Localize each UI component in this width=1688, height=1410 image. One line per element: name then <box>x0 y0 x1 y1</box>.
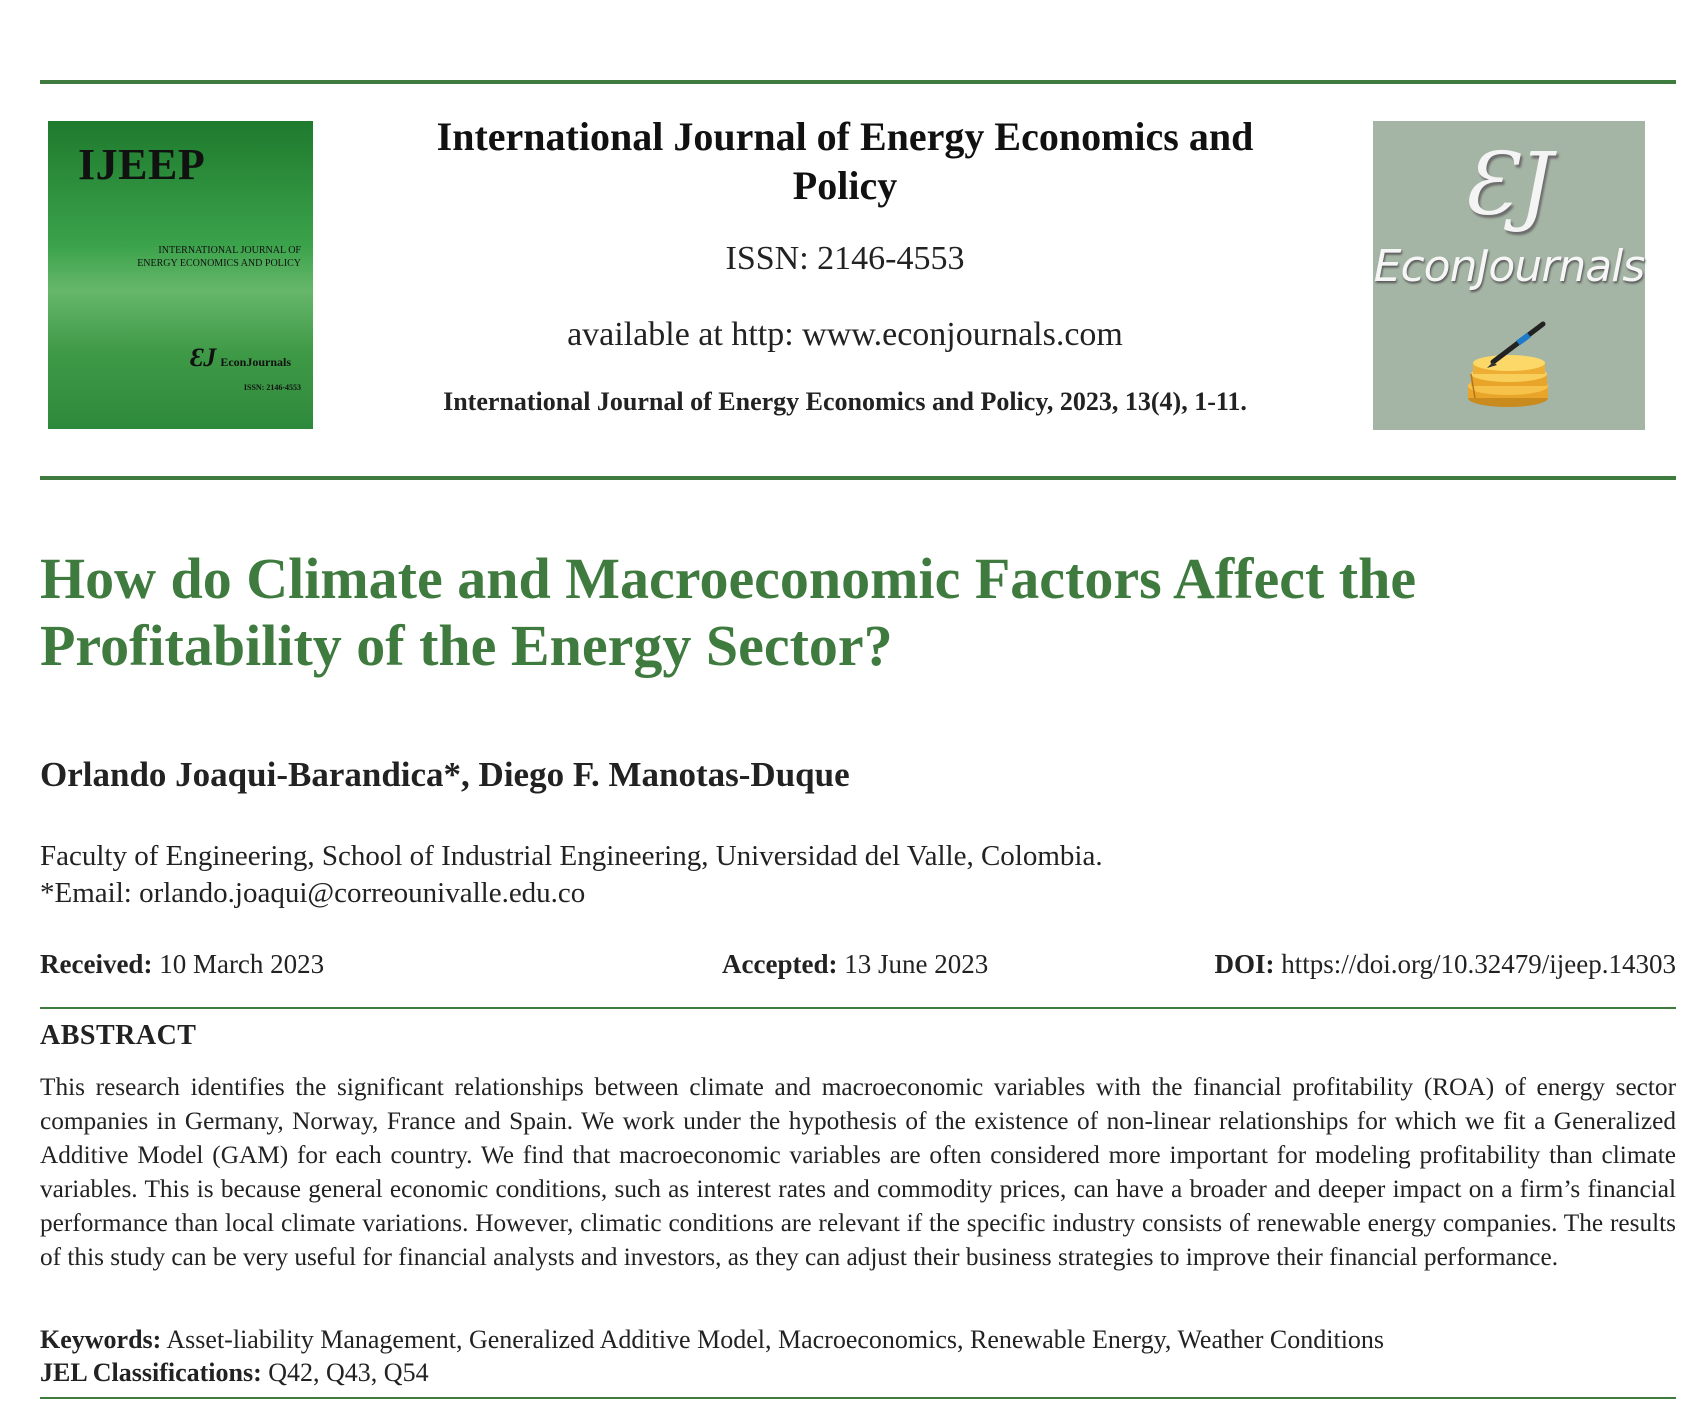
jel-value: Q42, Q43, Q54 <box>268 1358 429 1387</box>
cover-subtitle-line2: ENERGY ECONOMICS AND POLICY <box>137 258 301 269</box>
cover-title: IJEEP <box>78 140 206 189</box>
ej-logo-name: EconJournals <box>1373 241 1646 292</box>
affiliation-block: Faculty of Engineering, School of Indust… <box>40 838 1103 912</box>
journal-header: International Journal of Energy Economic… <box>350 112 1340 417</box>
abstract-top-rule <box>40 1007 1676 1009</box>
top-rule <box>40 80 1676 84</box>
cover-ej-mark: ƐJ EconJournals <box>190 343 291 373</box>
accepted-date: Accepted: 13 June 2023 <box>722 949 988 980</box>
cover-subtitle: INTERNATIONAL JOURNAL OF ENERGY ECONOMIC… <box>61 244 301 270</box>
journal-citation: International Journal of Energy Economic… <box>443 387 1247 416</box>
keywords: Keywords: Asset-liability Management, Ge… <box>40 1323 1676 1356</box>
doi-label: DOI: <box>1214 949 1275 979</box>
econjournals-logo: ƐJ EconJournals <box>1373 121 1645 430</box>
journal-title: International Journal of Energy Economic… <box>436 114 1254 208</box>
cover-ej-name: EconJournals <box>220 355 291 369</box>
cover-issn: ISSN: 2146-4553 <box>243 383 301 392</box>
doi-link[interactable]: https://doi.org/10.32479/ijeep.14303 <box>1281 949 1676 979</box>
books-pen-icon <box>1468 321 1548 407</box>
accepted-value: 13 June 2023 <box>844 949 989 979</box>
abstract-heading: ABSTRACT <box>40 1020 197 1051</box>
journal-website[interactable]: available at http: www.econjournals.com <box>567 316 1123 353</box>
journal-cover: IJEEP INTERNATIONAL JOURNAL OF ENERGY EC… <box>48 121 313 429</box>
affiliation: Faculty of Engineering, School of Indust… <box>40 840 1103 872</box>
abstract-text: This research identifies the significant… <box>40 1073 1676 1271</box>
authors: Orlando Joaqui-Barandica*, Diego F. Mano… <box>40 755 850 794</box>
cover-ej-letters: ƐJ <box>190 343 217 372</box>
keywords-label: Keywords: <box>40 1325 162 1354</box>
ej-logo-letters: ƐJ <box>1460 135 1558 235</box>
cover-subtitle-line1: INTERNATIONAL JOURNAL OF <box>158 245 301 256</box>
keywords-block: Keywords: Asset-liability Management, Ge… <box>40 1323 1676 1389</box>
received-date: Received: 10 March 2023 <box>40 949 324 980</box>
doi: DOI: https://doi.org/10.32479/ijeep.1430… <box>1215 949 1677 980</box>
jel-label: JEL Classifications: <box>40 1358 262 1387</box>
paper-title: How do Climate and Macroeconomic Factors… <box>40 546 1417 678</box>
bottom-rule <box>40 1397 1676 1399</box>
journal-issn: ISSN: 2146-4553 <box>725 240 965 277</box>
received-label: Received: <box>40 949 153 979</box>
accepted-label: Accepted: <box>722 949 838 979</box>
jel-classifications: JEL Classifications: Q42, Q43, Q54 <box>40 1356 1676 1389</box>
keywords-value: Asset-liability Management, Generalized … <box>166 1325 1385 1354</box>
header-bottom-rule <box>40 476 1676 480</box>
received-value: 10 March 2023 <box>159 949 325 979</box>
corresponding-email[interactable]: *Email: orlando.joaqui@correounivalle.ed… <box>40 877 586 909</box>
